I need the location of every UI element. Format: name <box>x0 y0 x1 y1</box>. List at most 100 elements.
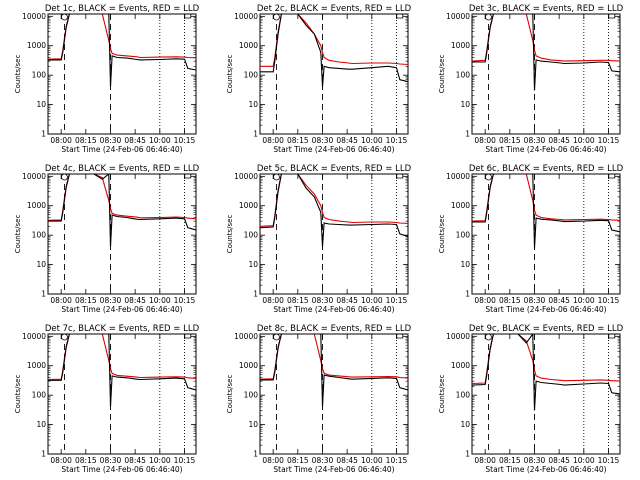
series-line-events <box>260 14 408 87</box>
y-tick-label: 10000 <box>22 12 46 21</box>
marker-circle <box>61 333 68 341</box>
y-tick-label: 10 <box>36 100 46 109</box>
x-tick-label: 08:45 <box>336 136 358 145</box>
series-line-lld <box>48 14 196 60</box>
x-tick-label: 08:00 <box>50 136 72 145</box>
x-tick-label: 08:15 <box>75 456 97 465</box>
y-axis-label: Counts/sec <box>226 375 234 414</box>
series-line-lld <box>472 334 620 385</box>
x-tick-label: 10:00 <box>573 456 595 465</box>
y-tick-label: 10000 <box>234 332 258 341</box>
y-tick-label: 100 <box>244 231 259 240</box>
series-line-events <box>48 334 196 407</box>
x-tick-label: 10:15 <box>174 296 196 305</box>
y-tick-label: 10 <box>460 100 470 109</box>
series-line-lld <box>260 174 408 227</box>
y-axis-label: Counts/sec <box>14 55 22 94</box>
y-axis-label: Counts/sec <box>14 215 22 254</box>
x-axis-label: Start Time (24-Feb-06 06:46:40) <box>485 305 606 314</box>
x-axis-label: Start Time (24-Feb-06 06:46:40) <box>485 145 606 154</box>
y-tick-label: 10 <box>460 420 470 429</box>
panel-det-1: Det 1c, BLACK = Events, RED = LLD 1 10 100 1… <box>14 4 200 154</box>
series-line-lld <box>48 334 196 381</box>
panel-det-6: Det 6c, BLACK = Events, RED = LLD 1 10 100 1… <box>438 164 624 314</box>
x-tick-label: 08:30 <box>312 136 334 145</box>
marker-bracket <box>184 14 192 19</box>
panel-det-7: Det 7c, BLACK = Events, RED = LLD 1 10 100 1… <box>14 324 200 474</box>
series-line-events <box>472 334 620 411</box>
marker-circle <box>61 13 68 21</box>
marker-circle <box>485 173 492 181</box>
x-tick-label: 10:15 <box>174 456 196 465</box>
panel-det-4: Det 4c, BLACK = Events, RED = LLD 1 10 100 1… <box>14 164 200 314</box>
x-tick-label: 08:45 <box>336 456 358 465</box>
y-tick-label: 100 <box>456 231 471 240</box>
marker-circle <box>61 173 68 181</box>
marker-bracket <box>396 334 404 339</box>
marker-circle <box>273 333 280 341</box>
y-tick-label: 10 <box>460 260 470 269</box>
y-axis-label: Counts/sec <box>438 55 446 94</box>
y-tick-label: 10000 <box>234 172 258 181</box>
x-tick-label: 08:15 <box>499 296 521 305</box>
x-tick-label: 08:30 <box>312 456 334 465</box>
x-tick-label: 08:15 <box>499 136 521 145</box>
marker-circle <box>485 333 492 341</box>
y-tick-label: 10 <box>248 420 258 429</box>
y-tick-label: 1000 <box>239 201 258 210</box>
panel-det-2: Det 2c, BLACK = Events, RED = LLD 1 10 100 1… <box>226 4 412 154</box>
x-tick-label: 08:30 <box>312 296 334 305</box>
series-line-events <box>260 334 408 407</box>
marker-bracket <box>608 334 616 339</box>
x-tick-label: 08:30 <box>524 456 546 465</box>
y-tick-label: 1000 <box>239 361 258 370</box>
y-tick-label: 100 <box>32 391 47 400</box>
marker-bracket <box>184 334 192 339</box>
y-tick-label: 10 <box>248 260 258 269</box>
plot-frame <box>259 173 409 295</box>
x-tick-label: 10:15 <box>174 136 196 145</box>
panel-title: Det 4c, BLACK = Events, RED = LLD <box>45 164 200 174</box>
panel-title: Det 3c, BLACK = Events, RED = LLD <box>469 4 624 14</box>
x-tick-label: 08:45 <box>548 136 570 145</box>
x-tick-label: 08:00 <box>50 456 72 465</box>
y-tick-label: 1000 <box>451 41 470 50</box>
y-tick-label: 100 <box>244 71 259 80</box>
y-tick-label: 1000 <box>27 361 46 370</box>
x-axis-label: Start Time (24-Feb-06 06:46:40) <box>273 465 394 474</box>
x-tick-label: 10:00 <box>361 136 383 145</box>
y-tick-label: 100 <box>456 391 471 400</box>
x-tick-label: 08:30 <box>100 136 122 145</box>
x-axis-label: Start Time (24-Feb-06 06:46:40) <box>273 305 394 314</box>
x-axis-label: Start Time (24-Feb-06 06:46:40) <box>61 145 182 154</box>
panel-title: Det 6c, BLACK = Events, RED = LLD <box>469 164 624 174</box>
x-axis-label: Start Time (24-Feb-06 06:46:40) <box>61 465 182 474</box>
y-tick-label: 100 <box>32 231 47 240</box>
y-tick-label: 10 <box>36 260 46 269</box>
marker-bracket <box>608 14 616 19</box>
marker-bracket <box>608 174 616 179</box>
series-line-lld <box>48 174 196 221</box>
y-tick-label: 100 <box>456 71 471 80</box>
x-tick-label: 10:15 <box>386 296 408 305</box>
x-tick-label: 10:00 <box>361 456 383 465</box>
y-tick-label: 1000 <box>27 201 46 210</box>
y-tick-label: 1 <box>253 290 258 299</box>
x-tick-label: 08:45 <box>124 296 146 305</box>
x-tick-label: 10:15 <box>598 296 620 305</box>
y-tick-label: 10 <box>248 100 258 109</box>
x-tick-label: 10:00 <box>149 456 171 465</box>
panel-title: Det 2c, BLACK = Events, RED = LLD <box>257 4 412 14</box>
panel-title: Det 5c, BLACK = Events, RED = LLD <box>257 164 412 174</box>
y-axis-label: Counts/sec <box>226 215 234 254</box>
marker-circle <box>273 173 280 181</box>
y-tick-label: 10000 <box>446 332 470 341</box>
y-tick-label: 1 <box>253 450 258 459</box>
x-axis-label: Start Time (24-Feb-06 06:46:40) <box>61 305 182 314</box>
panel-det-9: Det 9c, BLACK = Events, RED = LLD 1 10 100 1… <box>438 324 624 474</box>
x-axis-label: Start Time (24-Feb-06 06:46:40) <box>485 465 606 474</box>
y-tick-label: 1000 <box>451 361 470 370</box>
x-tick-label: 08:45 <box>124 456 146 465</box>
x-tick-label: 10:15 <box>386 136 408 145</box>
